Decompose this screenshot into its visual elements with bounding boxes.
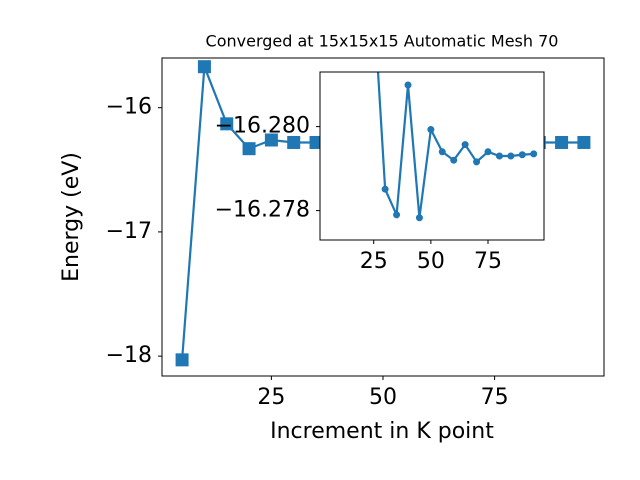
marker <box>450 156 458 164</box>
x-axis-label: Increment in K point <box>270 419 494 444</box>
marker <box>473 158 481 166</box>
x-tick-label: 25 <box>360 249 388 274</box>
y-tick-label: −16 <box>106 95 152 120</box>
marker <box>507 152 515 160</box>
marker <box>287 135 301 149</box>
marker <box>242 142 256 156</box>
y-axis-label: Energy (eV) <box>59 152 84 282</box>
marker <box>518 151 526 159</box>
marker <box>438 148 446 156</box>
y-tick-label: −16.280 <box>215 114 310 139</box>
y-tick-label: −16.278 <box>215 198 310 223</box>
marker <box>381 185 389 193</box>
marker <box>555 135 569 149</box>
x-tick-label: 75 <box>474 249 502 274</box>
marker <box>404 81 412 89</box>
y-tick-label: −18 <box>106 343 152 368</box>
marker <box>484 148 492 156</box>
chart-title: Converged at 15x15x15 Automatic Mesh 70 <box>206 32 559 51</box>
y-tick-label: −17 <box>106 219 152 244</box>
marker <box>197 60 211 74</box>
marker <box>309 135 323 149</box>
axes-frame <box>319 71 545 241</box>
marker <box>577 135 591 149</box>
marker <box>220 117 234 131</box>
x-tick-label: 50 <box>369 385 397 410</box>
marker <box>175 353 189 367</box>
marker <box>495 152 503 160</box>
x-tick-label: 75 <box>481 385 509 410</box>
marker <box>415 214 423 222</box>
plot-area <box>376 72 538 222</box>
marker <box>393 211 401 219</box>
x-tick-label: 50 <box>417 249 445 274</box>
marker <box>427 126 435 134</box>
marker <box>530 150 538 158</box>
marker <box>264 133 278 147</box>
x-tick-label: 25 <box>257 385 285 410</box>
marker <box>461 141 469 149</box>
